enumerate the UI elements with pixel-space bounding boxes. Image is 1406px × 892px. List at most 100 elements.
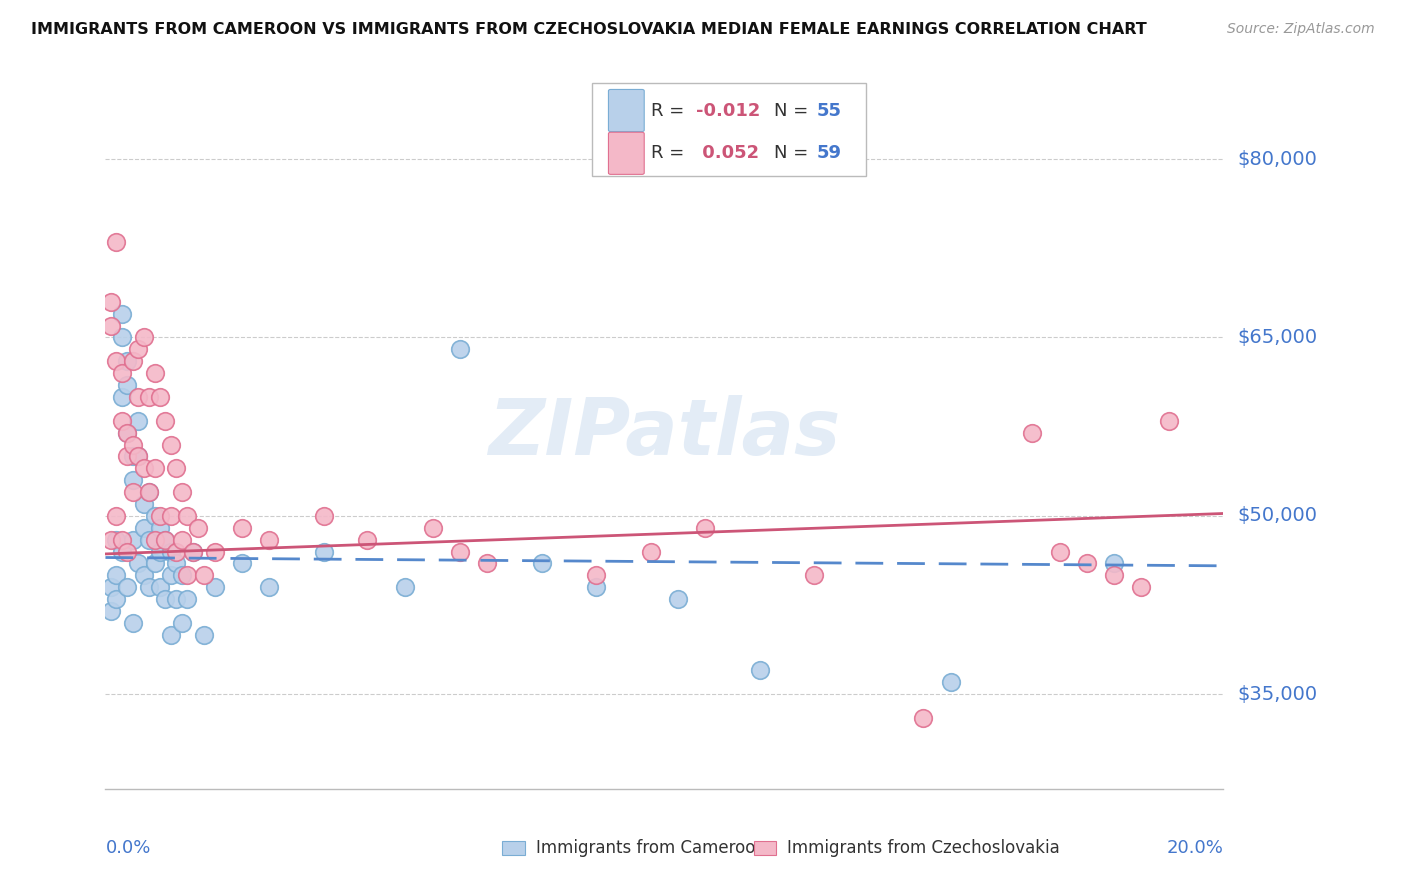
Point [127,414,149,428]
Point [165,592,187,607]
Point [1076,557,1098,571]
Point [803,568,825,582]
Point [449,343,471,357]
Text: 55: 55 [817,102,841,120]
Point [121,473,143,487]
Point [127,450,149,464]
Point [155,592,177,607]
Point [193,568,215,582]
Point [105,235,128,250]
Point [176,592,198,607]
Point [143,557,166,571]
Point [111,544,134,558]
Point [181,544,204,558]
Point [149,508,172,523]
Point [121,615,143,630]
Point [121,533,143,547]
Point [111,533,134,547]
Point [117,450,139,464]
Bar [754,841,776,855]
Point [160,544,183,558]
Point [204,544,226,558]
Point [160,568,183,582]
Point [117,544,139,558]
Point [257,533,280,547]
Text: 0.052: 0.052 [696,145,759,162]
Point [111,366,134,380]
Point [193,628,215,642]
Point [165,461,187,475]
FancyBboxPatch shape [609,132,644,174]
FancyBboxPatch shape [592,83,866,176]
Point [143,533,166,547]
Point [117,378,139,392]
Point [204,580,226,594]
Point [939,675,962,690]
Point [105,508,128,523]
Point [138,390,160,404]
Point [165,544,187,558]
Point [138,485,160,500]
Point [165,557,187,571]
Text: 0.0%: 0.0% [105,839,150,857]
Point [912,711,935,725]
Point [1021,425,1043,440]
Point [170,533,193,547]
Point [121,437,143,451]
Point [149,544,172,558]
Point [160,628,183,642]
Point [100,533,122,547]
Point [257,580,280,594]
Point [231,557,253,571]
Point [121,450,143,464]
Point [111,307,134,321]
Text: ZIPatlas: ZIPatlas [488,394,841,471]
Text: N =: N = [773,102,814,120]
Point [155,533,177,547]
Text: 59: 59 [817,145,841,162]
Point [127,343,149,357]
Point [187,521,209,535]
Point [127,557,149,571]
Point [640,544,662,558]
Point [100,318,122,333]
Point [170,568,193,582]
Point [105,592,128,607]
Point [530,557,553,571]
Text: Immigrants from Czechoslovakia: Immigrants from Czechoslovakia [787,839,1060,857]
Point [105,568,128,582]
Point [149,580,172,594]
Point [1102,557,1125,571]
Point [138,485,160,500]
Point [121,485,143,500]
Text: IMMIGRANTS FROM CAMEROON VS IMMIGRANTS FROM CZECHOSLOVAKIA MEDIAN FEMALE EARNING: IMMIGRANTS FROM CAMEROON VS IMMIGRANTS F… [31,22,1147,37]
Point [111,390,134,404]
Point [132,568,155,582]
Point [143,366,166,380]
Text: Immigrants from Cameroon: Immigrants from Cameroon [536,839,766,857]
Point [100,294,122,309]
Point [105,533,128,547]
Point [149,390,172,404]
Point [149,521,172,535]
Text: $50,000: $50,000 [1237,507,1317,525]
Point [231,521,253,535]
Point [117,425,139,440]
Point [160,508,183,523]
Point [117,425,139,440]
Point [585,568,607,582]
Point [138,580,160,594]
Point [181,544,204,558]
Point [176,508,198,523]
Point [143,508,166,523]
Point [748,664,770,678]
Point [132,330,155,344]
Text: R =: R = [651,102,690,120]
Point [170,615,193,630]
Point [155,533,177,547]
Point [312,544,335,558]
Point [449,544,471,558]
Point [160,437,183,451]
Point [127,390,149,404]
Point [143,461,166,475]
